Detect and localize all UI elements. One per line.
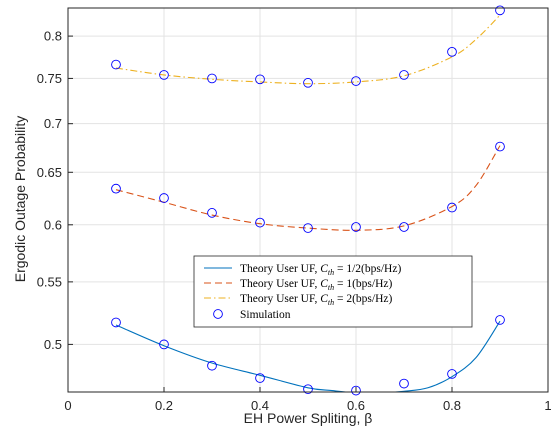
legend: Theory User UF, Cth = 1/2(bps/Hz)Theory …: [193, 255, 473, 328]
simulation-marker: [159, 70, 169, 80]
simulation-marker: [207, 208, 217, 218]
series-line-1: [115, 320, 501, 392]
legend-swatch-simulation: [213, 309, 223, 319]
y-tick-label: 0.6: [44, 217, 62, 232]
y-tick-label: 0.5: [44, 337, 62, 352]
simulation-marker: [159, 339, 169, 350]
series-lines: [115, 14, 501, 392]
legend-entry-label: Theory User UF, Cth = 1/2(bps/Hz): [240, 263, 401, 277]
simulation-marker: [255, 373, 265, 383]
simulation-marker: [255, 217, 265, 228]
simulation-marker: [351, 222, 361, 232]
y-axis-label: Ergodic Outage Probability: [12, 116, 28, 283]
y-tick-label: 0.7: [44, 116, 62, 131]
plot-area-frame: [67, 7, 549, 393]
x-tick-label: 0.2: [155, 398, 173, 413]
simulation-marker: [351, 76, 361, 86]
series-line-2: [115, 145, 501, 231]
legend-entry-label: Simulation: [240, 309, 291, 321]
simulation-marker: [495, 315, 505, 325]
simulation-marker: [303, 223, 313, 233]
x-tick-label: 0.4: [251, 398, 269, 413]
y-tick-label: 0.8: [44, 29, 62, 44]
simulation-marker: [399, 70, 409, 80]
y-tick-label: 0.65: [37, 165, 62, 180]
y-tick-label: 0.75: [37, 71, 62, 86]
simulation-marker: [495, 141, 505, 152]
simulation-markers: [111, 5, 505, 396]
simulation-marker: [303, 384, 313, 395]
x-tick-label: 0.8: [443, 398, 461, 413]
simulation-marker: [207, 360, 217, 371]
series-line-3: [115, 14, 501, 85]
simulation-marker: [303, 77, 313, 88]
simulation-marker: [207, 73, 217, 84]
simulation-marker: [447, 47, 457, 57]
x-tick-label: 1: [544, 398, 551, 413]
x-axis-label: EH Power Spliting, β: [244, 410, 373, 426]
simulation-marker: [111, 317, 121, 328]
simulation-marker: [399, 378, 409, 389]
simulation-marker: [159, 193, 169, 203]
x-tick-label: 0: [64, 398, 71, 413]
x-tick-label: 0.6: [347, 398, 365, 413]
simulation-marker: [399, 222, 409, 232]
legend-entry-label: Theory User UF, Cth = 1(bps/Hz): [240, 278, 393, 292]
simulation-marker: [447, 369, 457, 379]
simulation-marker: [495, 5, 505, 16]
legend-entry-label: Theory User UF, Cth = 2(bps/Hz): [240, 293, 393, 307]
simulation-marker: [447, 202, 457, 213]
simulation-marker: [351, 385, 361, 396]
y-tick-label: 0.55: [37, 274, 62, 289]
legend-box: [193, 255, 473, 328]
simulation-marker: [111, 183, 121, 194]
simulation-marker: [111, 59, 121, 70]
simulation-marker: [255, 74, 265, 85]
axes: 0 0.2 0.4 0.6 0.8 1 0.5 0.55 0.6 0.65 0.7 0.75 0.8: [37, 7, 552, 413]
